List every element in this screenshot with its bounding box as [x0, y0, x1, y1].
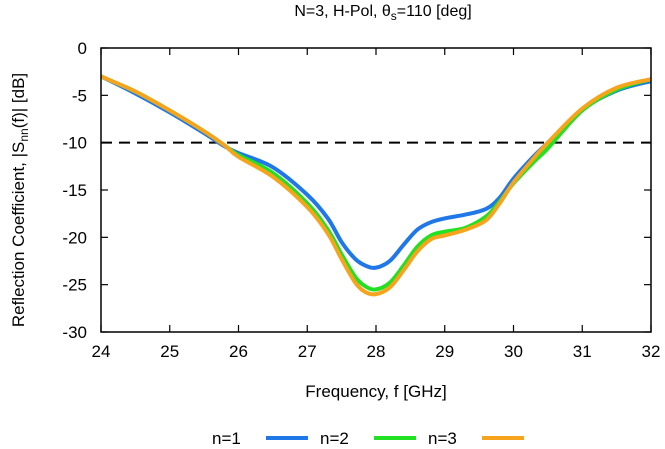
legend-label: n=3 [428, 429, 457, 448]
y-axis-label-prefix: Reflection Coefficient, |S [9, 142, 28, 328]
y-tick-label: -30 [62, 323, 87, 342]
series-line-n-2 [101, 74, 651, 292]
x-tick-label: 30 [504, 342, 523, 361]
y-tick-label: -25 [62, 276, 87, 295]
y-tick-label: -10 [62, 134, 87, 153]
x-tick-label: 25 [160, 342, 179, 361]
chart-title: N=3, H-Pol, θs=110 [deg] [294, 3, 471, 23]
y-axis-label-suffix: (f)| [dB] [9, 73, 28, 128]
chart-title-prefix: N=3, H-Pol, θ [294, 3, 391, 20]
y-axis-label-subscript: nn [17, 128, 31, 141]
x-axis-label: Frequency, f [GHz] [305, 382, 446, 401]
y-tick-label: -20 [62, 228, 87, 247]
x-tick-label: 26 [229, 342, 248, 361]
legend: n=1 n=2 n=3 [212, 429, 524, 448]
series-line-n-1 [101, 74, 651, 270]
series-line-n-3 [101, 74, 651, 297]
chart-title-suffix: =110 [deg] [397, 3, 472, 20]
y-tick-label: -5 [72, 86, 87, 105]
x-tick-label: 24 [92, 342, 111, 361]
x-tick-label: 32 [642, 342, 661, 361]
x-tick-label: 28 [367, 342, 386, 361]
y-axis-label: Reflection Coefficient, |Snn(f)| [dB] [9, 73, 31, 327]
legend-label: n=2 [320, 429, 349, 448]
x-tick-label: 29 [435, 342, 454, 361]
chart-title-subscript: s [391, 9, 397, 23]
legend-label: n=1 [212, 429, 241, 448]
x-tick-label: 27 [298, 342, 317, 361]
x-tick-label: 31 [573, 342, 592, 361]
y-tick-label: -15 [62, 181, 87, 200]
y-tick-label: 0 [78, 39, 87, 58]
